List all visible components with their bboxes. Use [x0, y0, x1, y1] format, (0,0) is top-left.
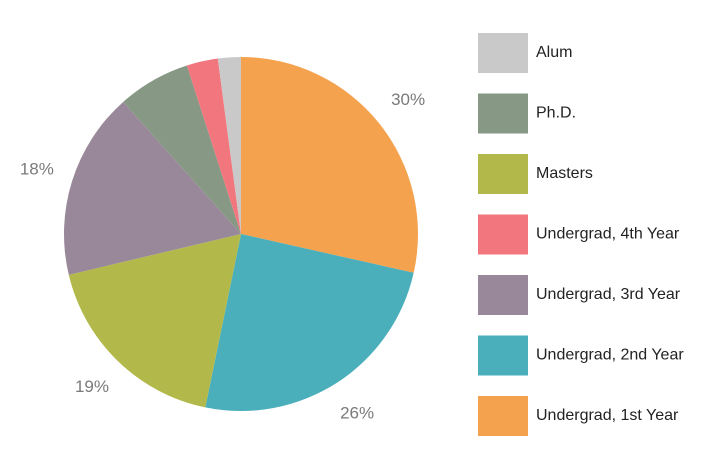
legend-swatch: [478, 214, 528, 255]
pie-slices: [64, 57, 419, 411]
legend-item-ph-d: Ph.D.: [478, 93, 576, 134]
legend-label: Undergrad, 4th Year: [536, 226, 680, 243]
slice-label-undergrad-3rd-year: 18%: [20, 159, 54, 178]
slice-undergrad-3rd-year: [64, 101, 242, 275]
slice-label-undergrad-2nd-year: 26%: [340, 403, 374, 422]
legend-label: Undergrad, 1st Year: [536, 407, 679, 424]
legend-item-undergrad-4th-year: Undergrad, 4th Year: [478, 214, 680, 255]
legend-item-undergrad-2nd-year: Undergrad, 2nd Year: [478, 335, 684, 376]
slice-masters: [68, 234, 241, 408]
legend-label: Undergrad, 3rd Year: [536, 286, 681, 303]
slice-label-undergrad-1st-year: 30%: [391, 90, 425, 109]
legend: Alum Ph.D. Masters Undergrad, 4th Year Under…: [478, 33, 684, 436]
legend-swatch: [478, 396, 528, 436]
slice-label-masters: 19%: [75, 377, 109, 396]
legend-label: Undergrad, 2nd Year: [536, 347, 684, 364]
legend-item-masters: Masters: [478, 154, 593, 194]
slice-undergrad-1st-year: [241, 57, 419, 273]
legend-item-undergrad-1st-year: Undergrad, 1st Year: [478, 396, 679, 436]
slice-undergrad-2nd-year: [205, 234, 414, 411]
legend-label: Ph.D.: [536, 105, 576, 122]
slice-ph-d: [123, 65, 241, 234]
legend-item-alum: Alum: [478, 33, 572, 73]
slice-alum: [217, 57, 241, 234]
legend-label: Masters: [536, 165, 593, 182]
legend-item-undergrad-3rd-year: Undergrad, 3rd Year: [478, 275, 681, 315]
legend-swatch: [478, 33, 528, 73]
legend-label: Alum: [536, 44, 572, 61]
legend-swatch: [478, 154, 528, 194]
slice-undergrad-4th-year: [186, 58, 241, 234]
legend-swatch: [478, 93, 528, 134]
legend-swatch: [478, 335, 528, 376]
slice-labels: 30% 26% 19% 18%: [20, 90, 425, 422]
legend-swatch: [478, 275, 528, 315]
